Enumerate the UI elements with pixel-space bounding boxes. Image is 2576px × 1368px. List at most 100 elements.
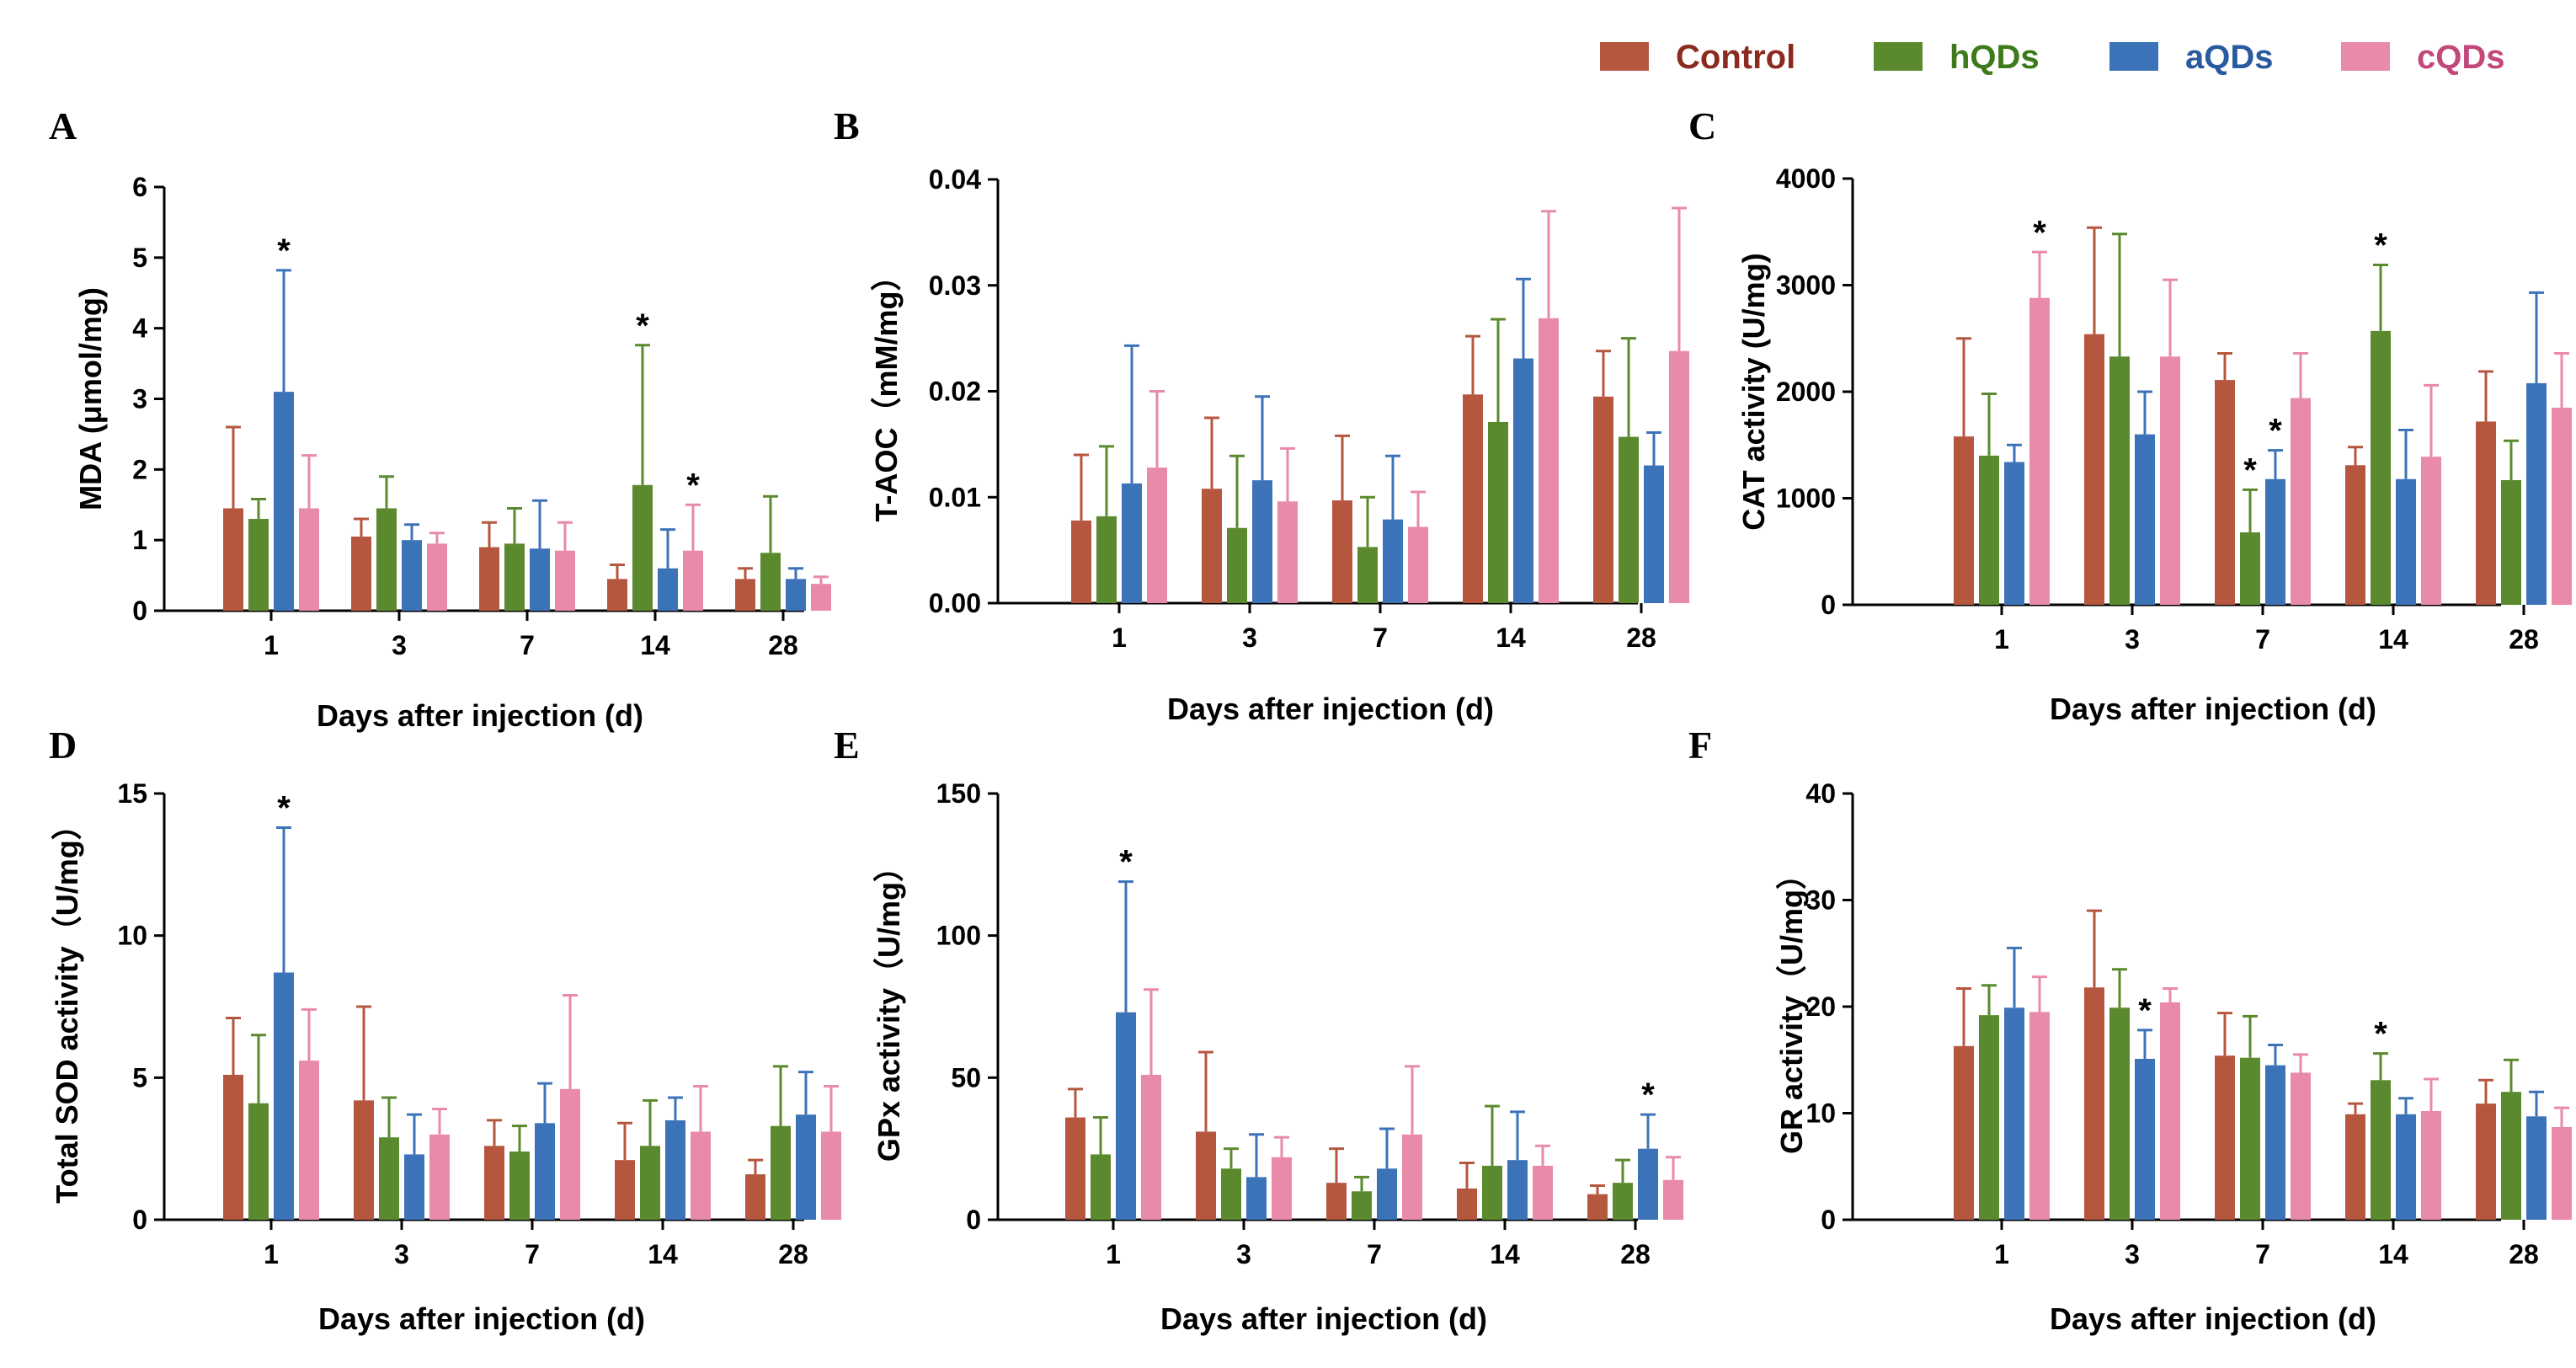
- legend-item-aqds: aQDs: [2109, 39, 2274, 76]
- bar-hqds: [2371, 1080, 2391, 1220]
- bar-hqds: [1096, 516, 1117, 603]
- y-tick-label: 20: [1805, 991, 1836, 1022]
- x-tick-label: 7: [2255, 624, 2270, 655]
- bar-control: [2345, 1114, 2365, 1220]
- x-tick-label: 14: [640, 630, 670, 660]
- bar-hqds: [376, 508, 397, 611]
- x-tick-label: 28: [768, 630, 798, 660]
- significance-marker: *: [1119, 844, 1133, 881]
- significance-marker: *: [277, 232, 291, 270]
- bar-cqds: [2160, 356, 2180, 605]
- bar-hqds: [1979, 455, 1999, 605]
- x-tick-label: 1: [264, 630, 279, 660]
- bar-aqds: [274, 392, 294, 611]
- x-tick-label: 14: [648, 1239, 678, 1269]
- y-tick-label: 50: [951, 1062, 981, 1093]
- bar-control: [1587, 1194, 1608, 1220]
- y-axis-title: T-AOC（mM/mg）: [869, 261, 904, 522]
- bar-aqds: [2265, 1065, 2285, 1220]
- bar-cqds: [299, 1061, 319, 1220]
- bar-aqds: [2396, 478, 2416, 605]
- bar-aqds: [1644, 465, 1664, 603]
- x-tick-label: 3: [1236, 1239, 1251, 1269]
- bar-hqds: [2240, 532, 2260, 605]
- y-axis-title: CAT activity (U/mg): [1736, 253, 1771, 530]
- bar-cqds: [2421, 457, 2441, 605]
- bar-control: [2476, 421, 2496, 605]
- y-axis-title: Total SOD activity（U/mg）: [50, 810, 84, 1203]
- bar-aqds: [530, 548, 550, 611]
- bar-hqds: [1352, 1191, 1372, 1220]
- bar-cqds: [1533, 1165, 1553, 1220]
- y-tick-label: 10: [117, 921, 147, 951]
- bar-aqds: [1638, 1148, 1658, 1220]
- y-tick-label: 3: [132, 384, 147, 414]
- bar-aqds: [2396, 1114, 2416, 1220]
- bar-control: [745, 1174, 765, 1220]
- x-tick-label: 14: [2378, 1239, 2408, 1269]
- bar-aqds: [2526, 1116, 2547, 1220]
- bar-aqds: [402, 540, 422, 611]
- bar-hqds: [248, 1103, 269, 1220]
- bar-aqds: [1246, 1177, 1267, 1220]
- x-tick-label: 14: [1490, 1239, 1520, 1269]
- x-tick-label: 3: [1242, 623, 1257, 653]
- bar-hqds: [248, 519, 269, 611]
- x-tick-label: 1: [1994, 624, 2009, 655]
- bar-hqds: [379, 1137, 399, 1220]
- x-axis-title: Days after injection (d): [1167, 692, 1494, 726]
- bar-cqds: [2291, 398, 2311, 605]
- panel-d: D 0 5 10 15 Total SOD activity（U/mg） Days afte…: [49, 724, 841, 1336]
- x-tick-label: 1: [264, 1239, 279, 1269]
- bar-aqds: [2004, 1007, 2024, 1220]
- bar-aqds: [786, 579, 806, 611]
- x-tick-label: 1: [1112, 623, 1127, 653]
- y-tick-label: 15: [117, 778, 147, 809]
- y-tick-label: 40: [1805, 778, 1836, 809]
- bar-hqds: [1227, 527, 1247, 603]
- bar-cqds: [1272, 1157, 1292, 1220]
- legend-label-aqds: aQDs: [2185, 39, 2274, 76]
- bar-control: [2476, 1103, 2496, 1220]
- bar-hqds: [1482, 1165, 1502, 1220]
- bar-cqds: [2160, 1002, 2180, 1220]
- x-tick-label: 28: [2509, 1239, 2539, 1269]
- panel-letter-b: B: [834, 104, 860, 147]
- x-tick-label: 7: [1373, 623, 1388, 653]
- panel-letter-a: A: [49, 104, 77, 147]
- panel-c: C 0 1000 2000 3000 4000 CAT activity (U/mg) Day…: [1688, 104, 2572, 726]
- legend-item-hqds: hQDs: [1874, 39, 2040, 76]
- bar-control: [1196, 1131, 1216, 1220]
- y-tick-label: 5: [132, 1062, 147, 1093]
- bar-control: [354, 1100, 374, 1220]
- bar-control: [2084, 334, 2104, 605]
- bar-control: [1065, 1117, 1085, 1220]
- bar-aqds: [796, 1114, 816, 1220]
- bar-hqds: [1488, 421, 1508, 603]
- bar-cqds: [299, 508, 319, 611]
- y-tick-label: 0: [966, 1205, 981, 1235]
- bar-control: [615, 1160, 635, 1220]
- bar-cqds: [1408, 526, 1428, 603]
- y-axis-title: GR activity（U/mg）: [1774, 859, 1809, 1154]
- bar-hqds: [2501, 479, 2521, 605]
- bar-hqds: [2109, 356, 2130, 605]
- bar-control: [2084, 987, 2104, 1220]
- bar-control: [1593, 396, 1613, 603]
- bar-hqds: [2371, 330, 2391, 605]
- x-tick-label: 28: [2509, 624, 2539, 655]
- bar-aqds: [1252, 480, 1272, 603]
- significance-marker: *: [2243, 452, 2257, 489]
- bar-hqds: [2501, 1092, 2521, 1220]
- bar-hqds: [640, 1146, 660, 1220]
- bar-cqds: [427, 543, 447, 611]
- bar-hqds: [1613, 1183, 1633, 1220]
- bar-aqds: [2004, 462, 2024, 605]
- bar-aqds: [1116, 1012, 1136, 1220]
- x-axis-title: Days after injection (d): [318, 1301, 645, 1336]
- panel-letter-f: F: [1688, 724, 1712, 767]
- bar-aqds: [1122, 483, 1142, 603]
- bar-control: [2345, 465, 2365, 605]
- panel-e: E 0 50 100 150 GPx activity（U/mg） Days after i…: [834, 724, 1683, 1336]
